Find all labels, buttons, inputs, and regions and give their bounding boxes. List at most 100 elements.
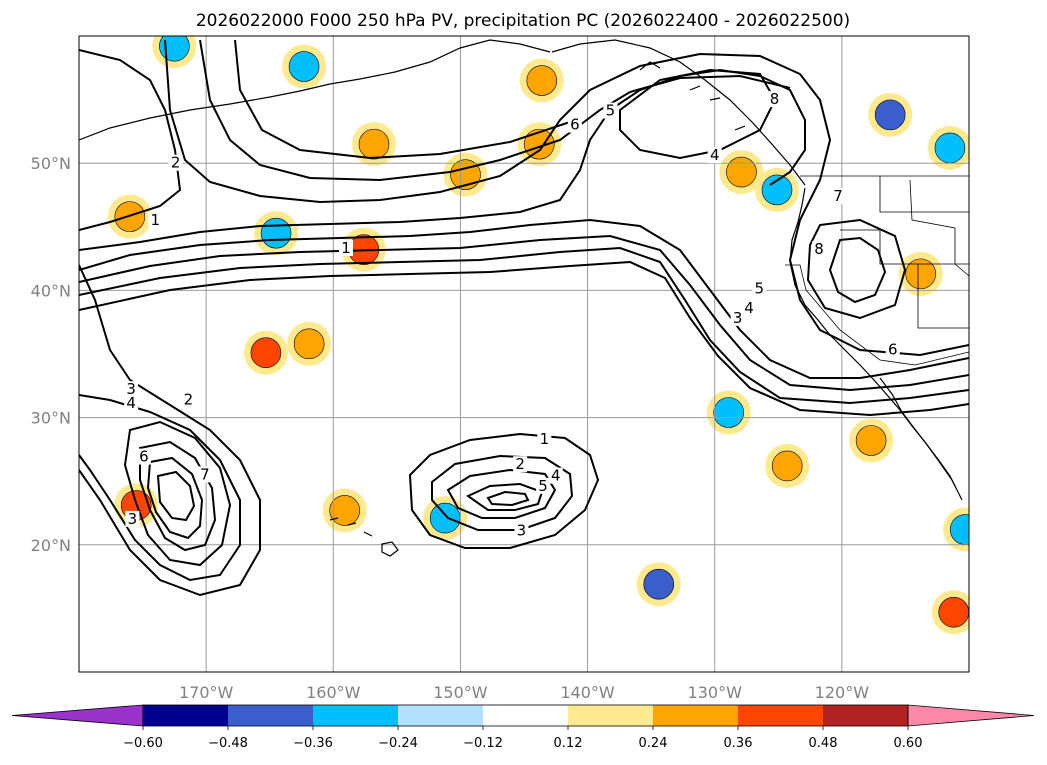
colorbar-tick-label: 0.12 xyxy=(554,736,583,751)
contour-label: 4 xyxy=(710,146,720,164)
x-tick-label: 130°W xyxy=(688,683,743,702)
coastlines xyxy=(79,39,963,557)
precip-region xyxy=(938,596,969,628)
precip-region xyxy=(874,99,906,131)
contour-label-bg xyxy=(197,466,212,483)
contour-label-bg xyxy=(136,448,151,465)
axis-ticks: 170°W 160°W 150°W 140°W 130°W 120°W 20°N 30°N 40… xyxy=(31,154,870,702)
colorbar-swatch xyxy=(738,705,823,726)
contour-label-bg xyxy=(148,211,163,228)
colorbar-frame xyxy=(142,704,909,727)
colorbar-swatch xyxy=(398,705,483,726)
precip-region xyxy=(771,450,803,482)
colorbar-tick-label: −0.24 xyxy=(378,736,418,751)
contour-label-bg xyxy=(536,477,551,494)
political-borders xyxy=(785,175,969,366)
contour-label: 5 xyxy=(754,280,764,298)
colorbar-swatch xyxy=(653,705,738,726)
precip-region xyxy=(288,51,320,82)
y-tick-label: 40°N xyxy=(31,281,71,300)
precip-region xyxy=(260,217,292,249)
x-tick-label: 140°W xyxy=(560,683,615,702)
contour-label-bg xyxy=(831,187,846,204)
colorbar-swatch xyxy=(568,705,653,726)
contour-label: 3 xyxy=(128,510,138,528)
contour-label-bg xyxy=(339,239,353,256)
precip-region xyxy=(329,495,361,526)
contour-label: 8 xyxy=(814,240,824,258)
precip-region xyxy=(523,128,555,160)
contour-label: 4 xyxy=(744,299,754,317)
contour-label-bg xyxy=(752,280,767,297)
contour-label-bg xyxy=(537,430,552,447)
precip-region xyxy=(429,502,461,534)
contour-label-bg xyxy=(124,395,139,412)
colorbar-extend-high xyxy=(907,704,1035,727)
contour-label: 6 xyxy=(139,448,149,466)
precip-region xyxy=(761,174,793,206)
contour-label: 7 xyxy=(833,187,843,205)
contour-label-bg xyxy=(513,456,528,473)
contour-label-bg xyxy=(767,91,782,108)
contour-label-bg xyxy=(168,154,183,171)
colorbar: −0.60 −0.48 −0.36 −0.24 −0.12 0.12 0.24 0.36 0.4… xyxy=(11,704,1035,751)
colorbar-tick-label: −0.36 xyxy=(293,736,333,751)
colorbar-swatch xyxy=(228,705,313,726)
precip-region xyxy=(934,132,966,164)
contour-label-bg xyxy=(548,467,563,484)
colorbar-tick-label: −0.12 xyxy=(463,736,503,751)
map-frame xyxy=(78,35,970,673)
contour-label-bg xyxy=(567,116,582,133)
contour-label-bg xyxy=(742,299,757,316)
contour-label: 1 xyxy=(540,430,550,448)
contour-label: 2 xyxy=(184,390,194,408)
precip-region xyxy=(643,568,675,600)
precip-region xyxy=(293,328,325,360)
precip-region xyxy=(726,156,757,188)
pv-contours xyxy=(79,39,969,597)
colorbar-swatch xyxy=(823,705,908,726)
colorbar-tick-label: −0.60 xyxy=(123,736,163,751)
colorbar-tick-label: 0.24 xyxy=(639,736,668,751)
contour-label-bg xyxy=(730,309,745,326)
contour-label-bg xyxy=(603,102,618,119)
contour-label-bg xyxy=(811,241,826,258)
precip-region xyxy=(250,337,282,369)
colorbar-tick-label: −0.48 xyxy=(208,736,248,751)
x-tick-label: 150°W xyxy=(433,683,488,702)
contour-label-bg xyxy=(514,522,529,539)
contour-label: 5 xyxy=(606,102,616,120)
colorbar-swatch xyxy=(313,705,398,726)
colorbar-tick-label: 0.60 xyxy=(894,736,923,751)
contour-label-bg xyxy=(181,391,196,408)
precip-region xyxy=(526,65,558,96)
contour-label: 1 xyxy=(341,239,351,257)
precip-region xyxy=(358,128,390,160)
precip-region xyxy=(855,425,887,456)
contour-label: 4 xyxy=(126,394,136,412)
contour-label: 1 xyxy=(151,211,161,229)
contour-label: 3 xyxy=(517,521,527,539)
colorbar-swatch xyxy=(483,705,568,726)
contour-label: 8 xyxy=(770,90,780,108)
contour-label-bg xyxy=(125,510,140,527)
contour-label-bg xyxy=(885,341,900,358)
colorbar-tick-label: 0.36 xyxy=(724,736,753,751)
contour-label: 6 xyxy=(888,341,898,359)
x-tick-label: 120°W xyxy=(815,683,870,702)
contour-label: 3 xyxy=(126,380,136,398)
chart-title: 2026022000 F000 250 hPa PV, precipitatio… xyxy=(196,11,850,31)
contour-label-bg xyxy=(707,147,722,164)
contour-label: 2 xyxy=(515,455,525,473)
contour-label: 5 xyxy=(538,477,548,495)
precip-region xyxy=(949,514,969,545)
y-tick-label: 20°N xyxy=(31,536,71,555)
precip-region xyxy=(905,258,936,290)
precip-region xyxy=(713,397,745,428)
contour-label-bg xyxy=(124,381,139,398)
contour-label: 3 xyxy=(733,309,743,327)
contour-label: 2 xyxy=(171,154,181,172)
